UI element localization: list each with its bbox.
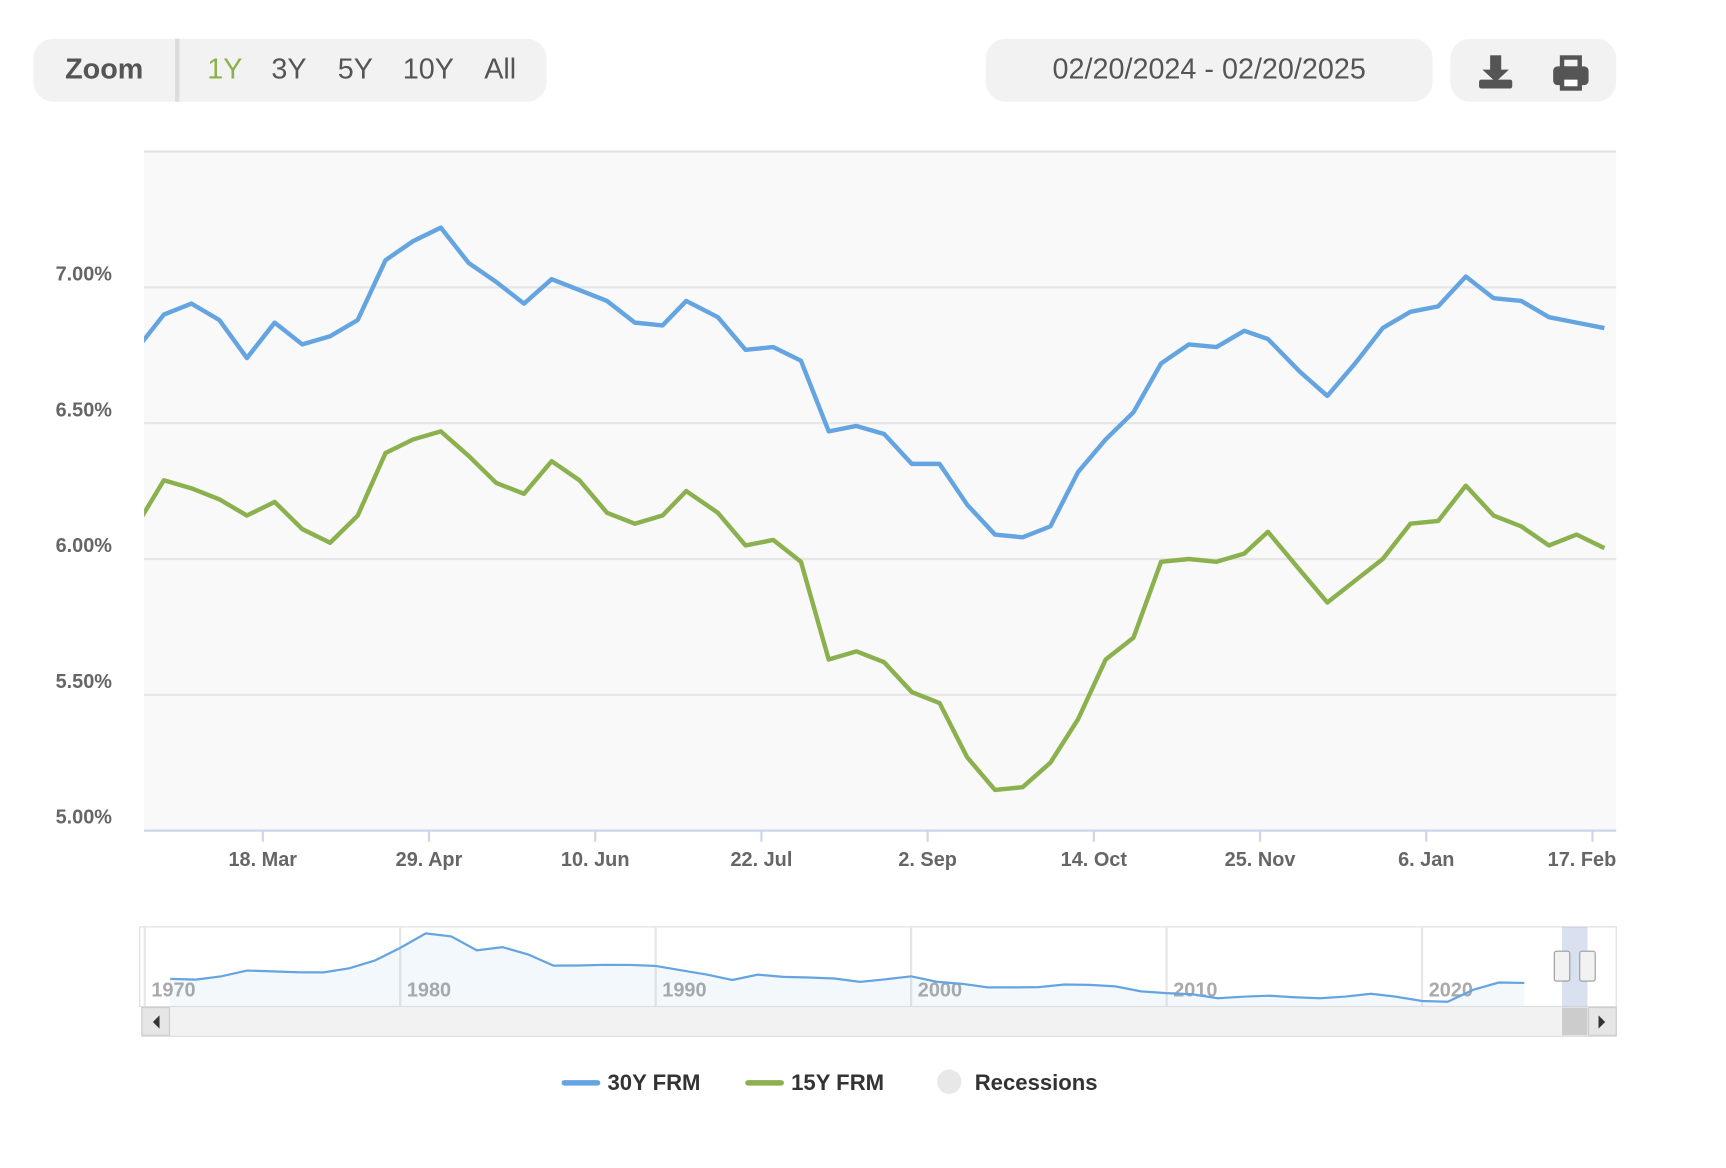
legend-swatch [937, 1069, 962, 1094]
scroll-thumb[interactable] [1562, 1007, 1588, 1036]
series-line [144, 225, 1605, 540]
navigator-area [170, 933, 1525, 1007]
x-tick-label: 22. Jul [730, 849, 792, 871]
zoom-button[interactable]: 5Y [338, 53, 373, 85]
lines [144, 225, 1606, 793]
navigator-tick-label: 1980 [407, 979, 451, 1001]
grid: 5.00% 5.50% 6.00% 6.50% 7.00% 18. Mar 29. Apr 1… [56, 263, 1617, 870]
zoom-button[interactable]: 1Y [207, 53, 242, 85]
x-tick-label: 2. Sep [898, 849, 957, 871]
zoom-button[interactable]: 3Y [271, 53, 306, 85]
zoom-button[interactable]: 10Y [403, 53, 454, 85]
date-range[interactable]: 02/20/2024 - 02/20/2025 [1053, 53, 1366, 85]
navigator-handle-left[interactable] [1553, 950, 1571, 982]
navigator-tick-label: 1990 [662, 979, 706, 1001]
x-tick-label: 17. Feb [1548, 849, 1617, 871]
series-line [144, 429, 1606, 793]
x-tick-label: 18. Mar [229, 849, 298, 871]
legend: 30Y FRM 15Y FRM Recessions [561, 1069, 1098, 1095]
navigator-tick-label: 1970 [151, 979, 195, 1001]
zoom-label: Zoom [65, 53, 143, 85]
scroll-left-arrow [152, 1015, 160, 1029]
navigator: 1970 1980 1990 2000 2010 2020 [143, 926, 1525, 1007]
navigator-tick-label: 2000 [918, 979, 962, 1001]
download-icon[interactable] [1479, 55, 1513, 89]
print-icon[interactable] [1553, 55, 1589, 91]
zoom-button[interactable]: All [484, 53, 516, 85]
navigator-handle-right[interactable] [1579, 950, 1596, 982]
y-tick-label: 6.50% [56, 399, 113, 421]
x-tick-label: 14. Oct [1061, 849, 1128, 871]
y-tick-label: 5.00% [56, 807, 113, 829]
plot-background [144, 151, 1617, 831]
x-tick-label: 6. Jan [1398, 849, 1454, 871]
navigator-line [170, 932, 1525, 1003]
legend-label[interactable]: Recessions [975, 1070, 1098, 1095]
legend-label[interactable]: 30Y FRM [608, 1070, 701, 1095]
y-tick-label: 5.50% [56, 671, 113, 693]
export-box [1450, 38, 1617, 102]
y-tick-label: 7.00% [56, 263, 113, 285]
y-tick-label: 6.00% [56, 535, 113, 557]
x-tick-label: 10. Jun [561, 849, 630, 871]
x-tick-label: 29. Apr [396, 849, 463, 871]
zoom-buttons: 1Y 3Y 5Y 10Y All [207, 53, 516, 85]
zoom-group [33, 38, 547, 102]
x-tick-label: 25. Nov [1225, 849, 1296, 871]
date-range-box[interactable] [985, 38, 1433, 102]
scroll-right-arrow [1598, 1015, 1606, 1029]
scrollbar-track[interactable] [141, 1005, 1617, 1037]
legend-label[interactable]: 15Y FRM [791, 1070, 884, 1095]
